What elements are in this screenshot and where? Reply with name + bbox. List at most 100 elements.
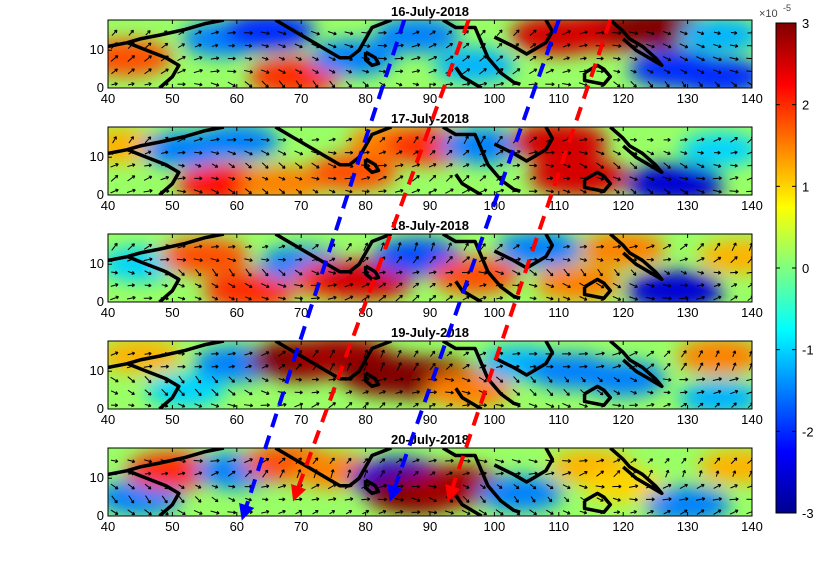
wind-vector bbox=[228, 244, 236, 249]
wind-vector bbox=[312, 244, 319, 250]
wind-vector bbox=[244, 30, 253, 35]
wind-vector bbox=[396, 349, 402, 358]
wind-vector bbox=[395, 150, 403, 155]
wind-vector bbox=[629, 351, 638, 357]
wind-vector bbox=[495, 270, 505, 276]
wind-vector bbox=[295, 69, 303, 74]
wind-vector bbox=[680, 350, 687, 358]
wind-vector bbox=[662, 176, 672, 181]
anomaly-blob bbox=[159, 238, 250, 276]
coastline bbox=[441, 234, 521, 300]
wind-vector bbox=[144, 509, 152, 516]
x-tick-label: 130 bbox=[677, 305, 699, 320]
wind-vector bbox=[178, 163, 185, 168]
x-tick-label: 50 bbox=[165, 412, 179, 427]
wind-vector bbox=[378, 150, 387, 155]
wind-vector bbox=[746, 270, 752, 274]
anomaly-blob bbox=[193, 127, 280, 161]
wind-vector bbox=[294, 390, 303, 395]
wind-vector bbox=[194, 471, 203, 476]
wind-vector bbox=[563, 56, 570, 61]
wind-vector bbox=[679, 377, 689, 382]
wind-vector bbox=[394, 163, 404, 168]
wind-vector bbox=[379, 458, 386, 464]
wind-vector bbox=[614, 269, 620, 277]
wind-vector bbox=[194, 296, 202, 301]
wind-vector bbox=[110, 188, 119, 194]
wind-vector bbox=[713, 69, 722, 74]
wind-vector bbox=[713, 389, 722, 395]
coastline bbox=[609, 341, 664, 389]
coastline bbox=[609, 127, 664, 175]
anomaly-blob bbox=[509, 127, 608, 163]
wind-vector bbox=[697, 457, 704, 465]
wind-vector bbox=[194, 30, 202, 35]
coastlines bbox=[108, 20, 664, 88]
wind-vector bbox=[110, 55, 119, 62]
wind-vector bbox=[294, 269, 303, 276]
wind-vectors bbox=[110, 349, 752, 409]
anomaly-blob bbox=[679, 132, 752, 167]
wind-vector bbox=[630, 390, 637, 395]
wind-vector bbox=[395, 270, 403, 275]
wind-vector bbox=[612, 282, 622, 289]
wind-vector bbox=[311, 390, 320, 395]
wind-vector bbox=[177, 82, 186, 87]
panels-layer: 40 50 60 70 80 90 100 110 120 130 14001016-July-20… bbox=[90, 4, 763, 534]
wind-vector bbox=[496, 42, 503, 49]
wind-vector bbox=[277, 402, 287, 407]
wind-vector bbox=[462, 149, 470, 156]
wind-vector bbox=[361, 175, 371, 180]
wind-vector bbox=[278, 188, 286, 195]
wind-vector bbox=[193, 258, 203, 263]
wind-vector bbox=[210, 510, 220, 515]
wind-vector bbox=[695, 497, 706, 501]
wind-vector bbox=[228, 176, 236, 181]
wind-vector bbox=[697, 150, 704, 155]
wind-vector bbox=[446, 471, 453, 476]
wind-vector bbox=[111, 270, 118, 275]
wind-vector bbox=[261, 509, 270, 514]
wind-vector bbox=[681, 457, 687, 464]
wind-vector bbox=[444, 510, 454, 515]
anomaly-blob bbox=[145, 373, 226, 408]
wind-vector bbox=[379, 390, 386, 394]
wind-vector bbox=[227, 150, 237, 156]
wind-vector bbox=[412, 458, 420, 463]
wind-vector bbox=[713, 256, 722, 263]
wind-vector bbox=[746, 378, 752, 382]
wind-vector bbox=[597, 268, 603, 277]
wind-vector bbox=[311, 497, 320, 502]
wind-vector bbox=[562, 69, 571, 73]
coastline bbox=[274, 234, 392, 274]
wind-vector bbox=[462, 256, 471, 263]
wind-vector bbox=[513, 29, 520, 37]
wind-vector bbox=[428, 43, 437, 48]
wind-vector bbox=[161, 388, 169, 396]
wind-vector bbox=[730, 137, 738, 143]
wind-vector bbox=[529, 269, 538, 276]
wind-vector bbox=[613, 69, 621, 74]
wind-vector bbox=[312, 189, 319, 194]
wind-vector bbox=[227, 188, 236, 195]
wind-vector bbox=[645, 296, 655, 301]
wind-vector bbox=[245, 268, 252, 277]
wind-vector bbox=[713, 31, 721, 35]
wind-vector bbox=[647, 458, 654, 464]
anomaly-blob bbox=[678, 380, 752, 409]
wind-vector bbox=[429, 362, 436, 371]
wind-vector bbox=[679, 43, 689, 49]
wind-vector bbox=[176, 189, 187, 194]
x-tick-label: 50 bbox=[165, 91, 179, 106]
wind-vector bbox=[746, 389, 752, 395]
coastline bbox=[582, 170, 613, 193]
wind-vector bbox=[294, 162, 303, 169]
wind-vector bbox=[261, 44, 270, 48]
wind-vector bbox=[462, 42, 470, 49]
wind-vector bbox=[528, 257, 538, 262]
wind-vector bbox=[344, 150, 354, 155]
x-tick-label: 60 bbox=[230, 91, 244, 106]
wind-vector bbox=[447, 242, 452, 252]
wind-vector bbox=[411, 56, 421, 61]
wind-vector bbox=[529, 483, 537, 490]
